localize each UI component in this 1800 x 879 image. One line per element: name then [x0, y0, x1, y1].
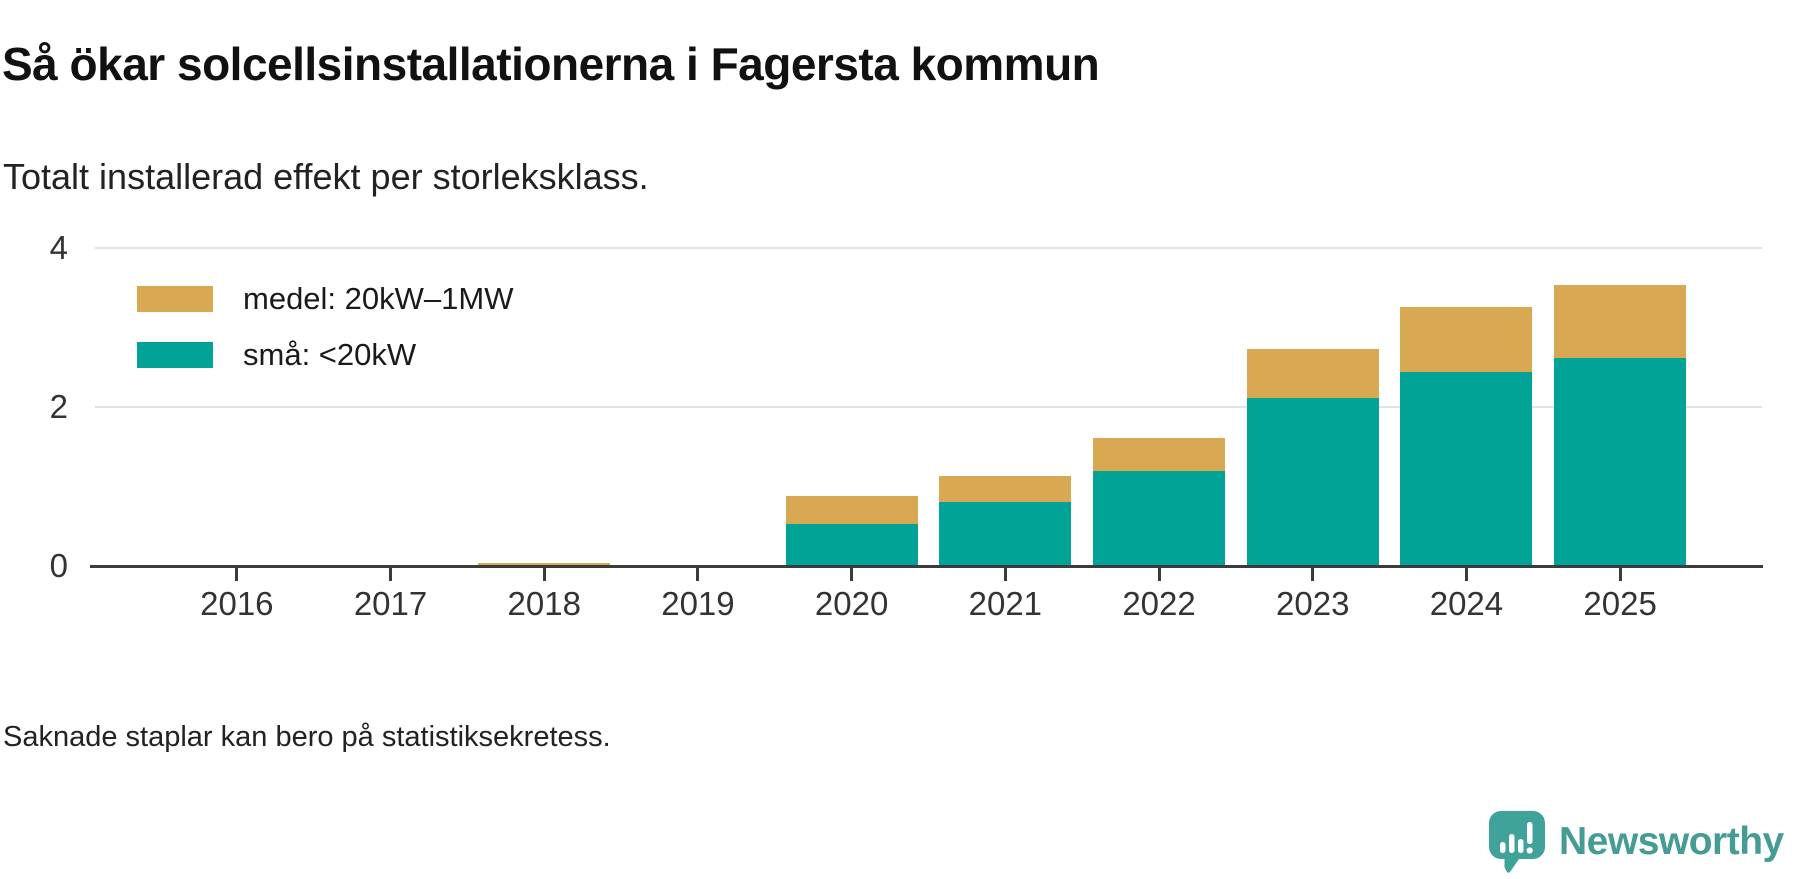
y-tick-label: 4	[49, 229, 68, 267]
x-tick-label: 2023	[1276, 585, 1350, 622]
bar-segment	[1400, 372, 1533, 566]
bar-segment	[1554, 358, 1687, 566]
bar-segment	[1093, 438, 1226, 471]
x-tick-label: 2017	[353, 585, 428, 622]
axis-tick	[1003, 568, 1007, 581]
footnote: Saknade staplar kan bero på statistiksek…	[3, 721, 611, 753]
legend-label: medel: 20kW–1MW	[243, 281, 514, 316]
bar-segment	[1400, 307, 1533, 372]
bar-segment	[1246, 398, 1379, 566]
axis-tick	[1311, 568, 1315, 581]
x-tick-label: 2025	[1583, 585, 1657, 622]
bar-segment	[1093, 471, 1226, 566]
x-tick-label: 2018	[507, 585, 581, 622]
axis-tick	[542, 568, 546, 581]
x-tick-label: 2020	[814, 585, 889, 622]
legend-swatch	[137, 286, 213, 312]
y-tick-label: 2	[49, 388, 68, 426]
bar-segment	[785, 496, 918, 524]
newsworthy-logo: Newsworthy	[1488, 810, 1784, 874]
gridline	[95, 247, 1762, 250]
bar-segment	[785, 524, 918, 566]
axis-tick	[1464, 568, 1468, 581]
axis-tick	[850, 568, 854, 581]
x-tick-label: 2019	[661, 585, 735, 622]
legend-swatch	[137, 342, 213, 368]
x-axis-line	[90, 565, 1763, 568]
bar-segment	[939, 502, 1072, 566]
plot-area: 2016 2017 2018 2019 2020 2021 2022 2023 2024 2025…	[90, 195, 1763, 622]
axis-tick	[1618, 568, 1622, 581]
x-tick-label: 2022	[1122, 585, 1196, 622]
gridline	[95, 406, 1762, 409]
chart-title: Så ökar solcellsinstallationerna i Fager…	[2, 37, 1100, 90]
bar-segment	[939, 476, 1072, 502]
bar-segment	[1554, 285, 1687, 358]
axis-tick	[696, 568, 700, 581]
y-tick-label: 0	[49, 547, 68, 584]
bar-segment	[478, 563, 611, 566]
axis-tick	[235, 568, 239, 581]
x-tick-label: 2021	[968, 585, 1043, 622]
x-tick-label: 2024	[1429, 585, 1504, 622]
legend-item: små: <20kW	[137, 337, 416, 373]
bar-segment	[1246, 349, 1379, 398]
axis-tick	[1157, 568, 1161, 581]
legend-label: små: <20kW	[243, 337, 417, 372]
chart-subtitle: Totalt installerad effekt per storlekskl…	[3, 156, 649, 197]
axis-tick	[389, 568, 393, 581]
newsworthy-bubble-chart-icon	[1488, 810, 1546, 874]
legend-item: medel: 20kW–1MW	[137, 281, 513, 317]
brand-name: Newsworthy	[1559, 820, 1784, 863]
x-tick-label: 2016	[200, 585, 274, 622]
